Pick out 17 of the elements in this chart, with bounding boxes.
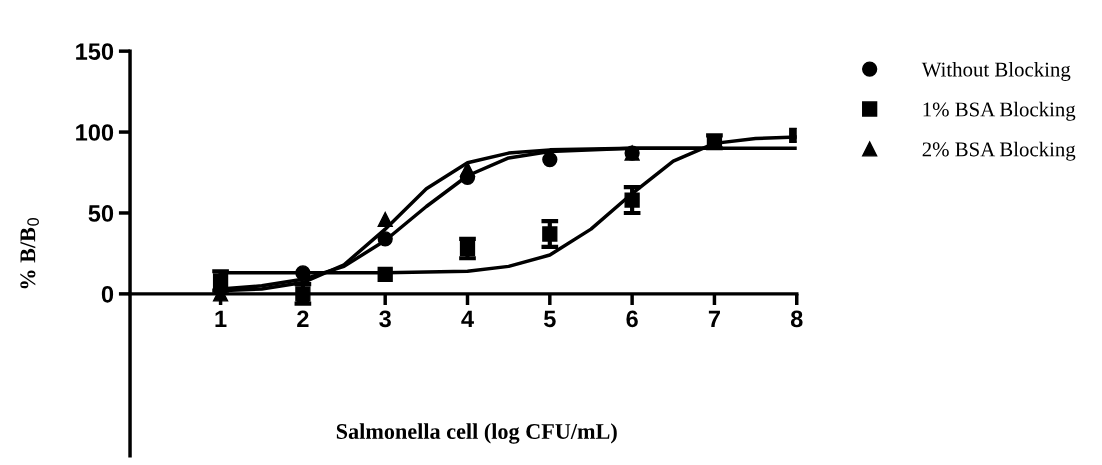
x-tick-label: 5 xyxy=(543,310,556,328)
x-tick-label: 8 xyxy=(790,310,803,328)
x-tick-label: 2 xyxy=(297,310,309,327)
x-tick-label: 3 xyxy=(379,310,391,328)
x-tick-label: 4 xyxy=(461,310,474,327)
x-tick-label: 6 xyxy=(626,310,638,328)
legend-label: Without Blocking xyxy=(921,61,1071,81)
y-tick-label: 50 xyxy=(88,205,114,222)
y-tick-label: 150 xyxy=(76,43,114,60)
x-tick-label: 1 xyxy=(215,310,227,327)
y-tick-label: 100 xyxy=(76,124,114,141)
y-axis-title: % B/B$_{0}$ xyxy=(20,217,39,289)
x-axis-title: Salmonella cell (log CFU/mL) xyxy=(336,423,617,444)
legend-label: 2% BSA Blocking xyxy=(922,141,1076,161)
y-tick-label: 0 xyxy=(101,285,114,303)
legend-label: 1% BSA Blocking xyxy=(923,101,1076,121)
x-tick-label: 7 xyxy=(708,310,720,327)
